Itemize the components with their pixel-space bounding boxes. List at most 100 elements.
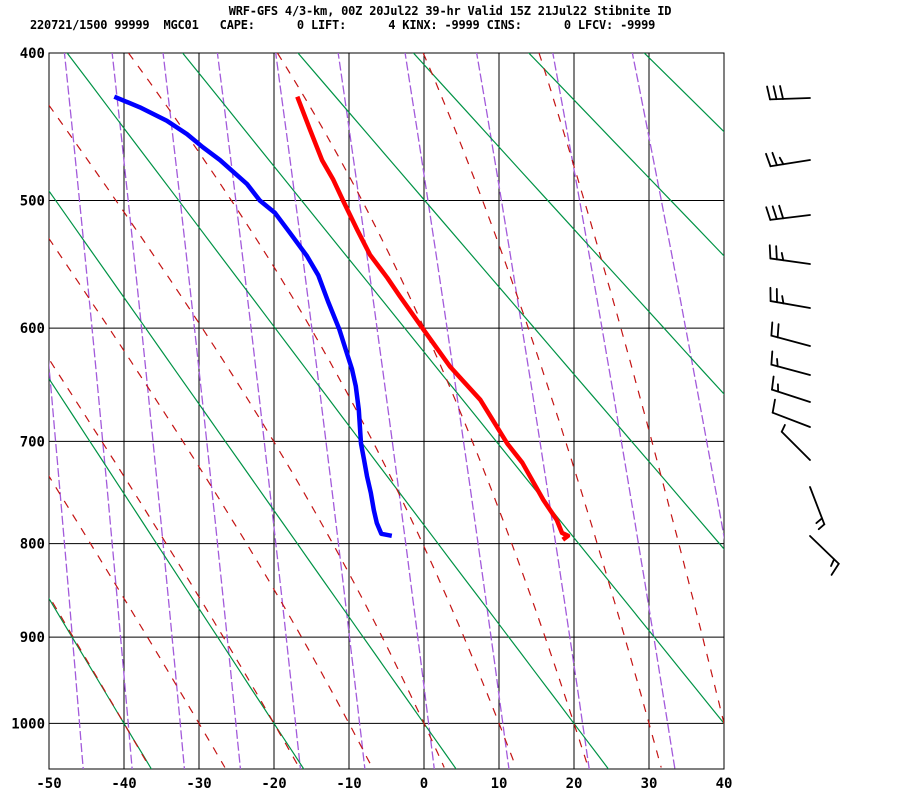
station-info-line: 220721/1500 99999 MGC01 CAPE: 0 LIFT: 4 … — [30, 18, 656, 32]
dry-adiabat-line — [527, 53, 724, 257]
wind-barb-feather — [815, 517, 823, 525]
moist-adiabat-line — [276, 53, 589, 768]
mixing-ratio-line — [216, 53, 302, 769]
pressure-tick-label: 600 — [20, 321, 45, 337]
chart-title: WRF-GFS 4/3-km, 00Z 20Jul22 39-hr Valid … — [228, 4, 672, 18]
pressure-tick-label: 500 — [20, 194, 45, 210]
temperature-tick-label: 40 — [716, 776, 733, 792]
wind-barb-feather — [778, 204, 785, 220]
wind-barb-staff — [780, 430, 811, 461]
moist-adiabat-line — [538, 53, 724, 726]
wind-barb — [771, 375, 811, 403]
mixing-ratio-lines — [49, 53, 724, 769]
temperature-tick-label: -20 — [261, 776, 286, 792]
wind-barb-feather — [775, 245, 778, 261]
temperature-tick-label: -30 — [186, 776, 211, 792]
wind-barb-feather — [830, 562, 840, 576]
wind-barb-feather — [765, 206, 772, 221]
wind-barb-feather — [780, 252, 785, 262]
mixing-ratio-line — [475, 53, 590, 769]
wind-barb — [770, 321, 811, 347]
axis-labels: 400 500 600 700 800 900 1000 -50 -40 -30 -20 -10 0 10… — [11, 46, 732, 792]
wind-barb-feather — [770, 350, 774, 366]
mixing-ratio-line — [111, 53, 186, 769]
wind-barb-feather — [830, 558, 835, 567]
mixing-ratio-line — [631, 53, 724, 541]
dry-adiabat-line — [49, 597, 153, 769]
plot-border — [48, 52, 725, 770]
mixing-ratio-line — [552, 53, 676, 769]
mixing-ratio-line — [275, 53, 366, 769]
dry-adiabat-line — [49, 190, 457, 769]
wind-barb-feather — [817, 523, 826, 531]
moist-adiabats — [49, 53, 724, 768]
mixing-ratio-line — [337, 53, 435, 769]
mixing-ratio-line — [162, 53, 242, 769]
wind-barb — [809, 535, 840, 576]
temperature-tick-label: 30 — [641, 776, 658, 792]
moist-adiabat-line — [49, 475, 226, 768]
wind-barbs — [765, 85, 840, 576]
temperature-tick-label: 0 — [420, 776, 428, 792]
wind-barb — [769, 286, 811, 309]
wind-barb-staff — [771, 411, 811, 428]
dry-adiabat-line — [181, 53, 724, 725]
moist-adiabat-line — [49, 104, 445, 768]
pressure-tick-label: 400 — [20, 46, 45, 62]
pressure-tick-label: 1000 — [11, 716, 45, 732]
temperature-tick-label: 10 — [491, 776, 508, 792]
dry-adiabat-line — [297, 53, 724, 550]
wind-barb-feather — [766, 85, 771, 101]
temperature-curve — [295, 95, 571, 542]
moist-adiabat-line — [49, 595, 151, 768]
mixing-ratio-line — [49, 359, 84, 769]
mixing-ratio-line — [63, 53, 133, 769]
wind-barb-feather — [777, 383, 780, 393]
temperature-tick-label: -10 — [336, 776, 361, 792]
wind-barb-feather — [771, 375, 775, 391]
dry-adiabat-line — [643, 53, 724, 133]
wind-barb-feather — [769, 286, 772, 302]
moist-adiabat-line — [49, 358, 300, 768]
pressure-tick-label: 800 — [20, 537, 45, 553]
wind-barb — [768, 244, 811, 265]
mixing-ratio-line — [404, 53, 510, 769]
wind-barb-feather — [770, 321, 774, 337]
wind-barb-feather — [779, 85, 784, 100]
dry-adiabat-line — [66, 53, 610, 769]
wind-barb — [765, 204, 811, 221]
wind-barb-feather — [772, 85, 778, 101]
wind-barb-feather — [768, 244, 772, 260]
wind-barb-feather — [771, 205, 778, 220]
wind-barb — [771, 398, 811, 428]
moist-adiabat-line — [128, 53, 517, 768]
dewpoint-curve — [113, 94, 393, 539]
pressure-tick-label: 900 — [20, 630, 45, 646]
wind-barb — [780, 424, 811, 461]
moist-adiabat-line — [49, 237, 373, 768]
pressure-tick-label: 700 — [20, 434, 45, 450]
temperature-tick-label: 20 — [566, 776, 583, 792]
grid — [48, 52, 725, 770]
wind-barb-feather — [780, 424, 786, 433]
dry-adiabat-line — [412, 53, 724, 395]
wind-barb-feather — [775, 288, 778, 304]
wind-barb-feather — [781, 295, 785, 305]
wind-barb — [809, 486, 826, 531]
wind-barb-feather — [771, 398, 776, 414]
wind-barb-feather — [765, 152, 772, 168]
wind-barb-feather — [776, 323, 780, 339]
wind-barb — [766, 85, 811, 101]
wind-barb — [765, 151, 811, 168]
temperature-tick-label: -50 — [36, 776, 61, 792]
dry-adiabat-line — [49, 377, 305, 769]
wind-barb — [770, 350, 811, 376]
wind-barb-feather — [776, 358, 779, 368]
wind-barb-feather — [778, 156, 785, 166]
moist-adiabat-line — [422, 53, 662, 768]
temperature-tick-label: -40 — [111, 776, 136, 792]
wind-barb-feather — [771, 151, 778, 167]
dry-adiabats — [49, 53, 724, 769]
